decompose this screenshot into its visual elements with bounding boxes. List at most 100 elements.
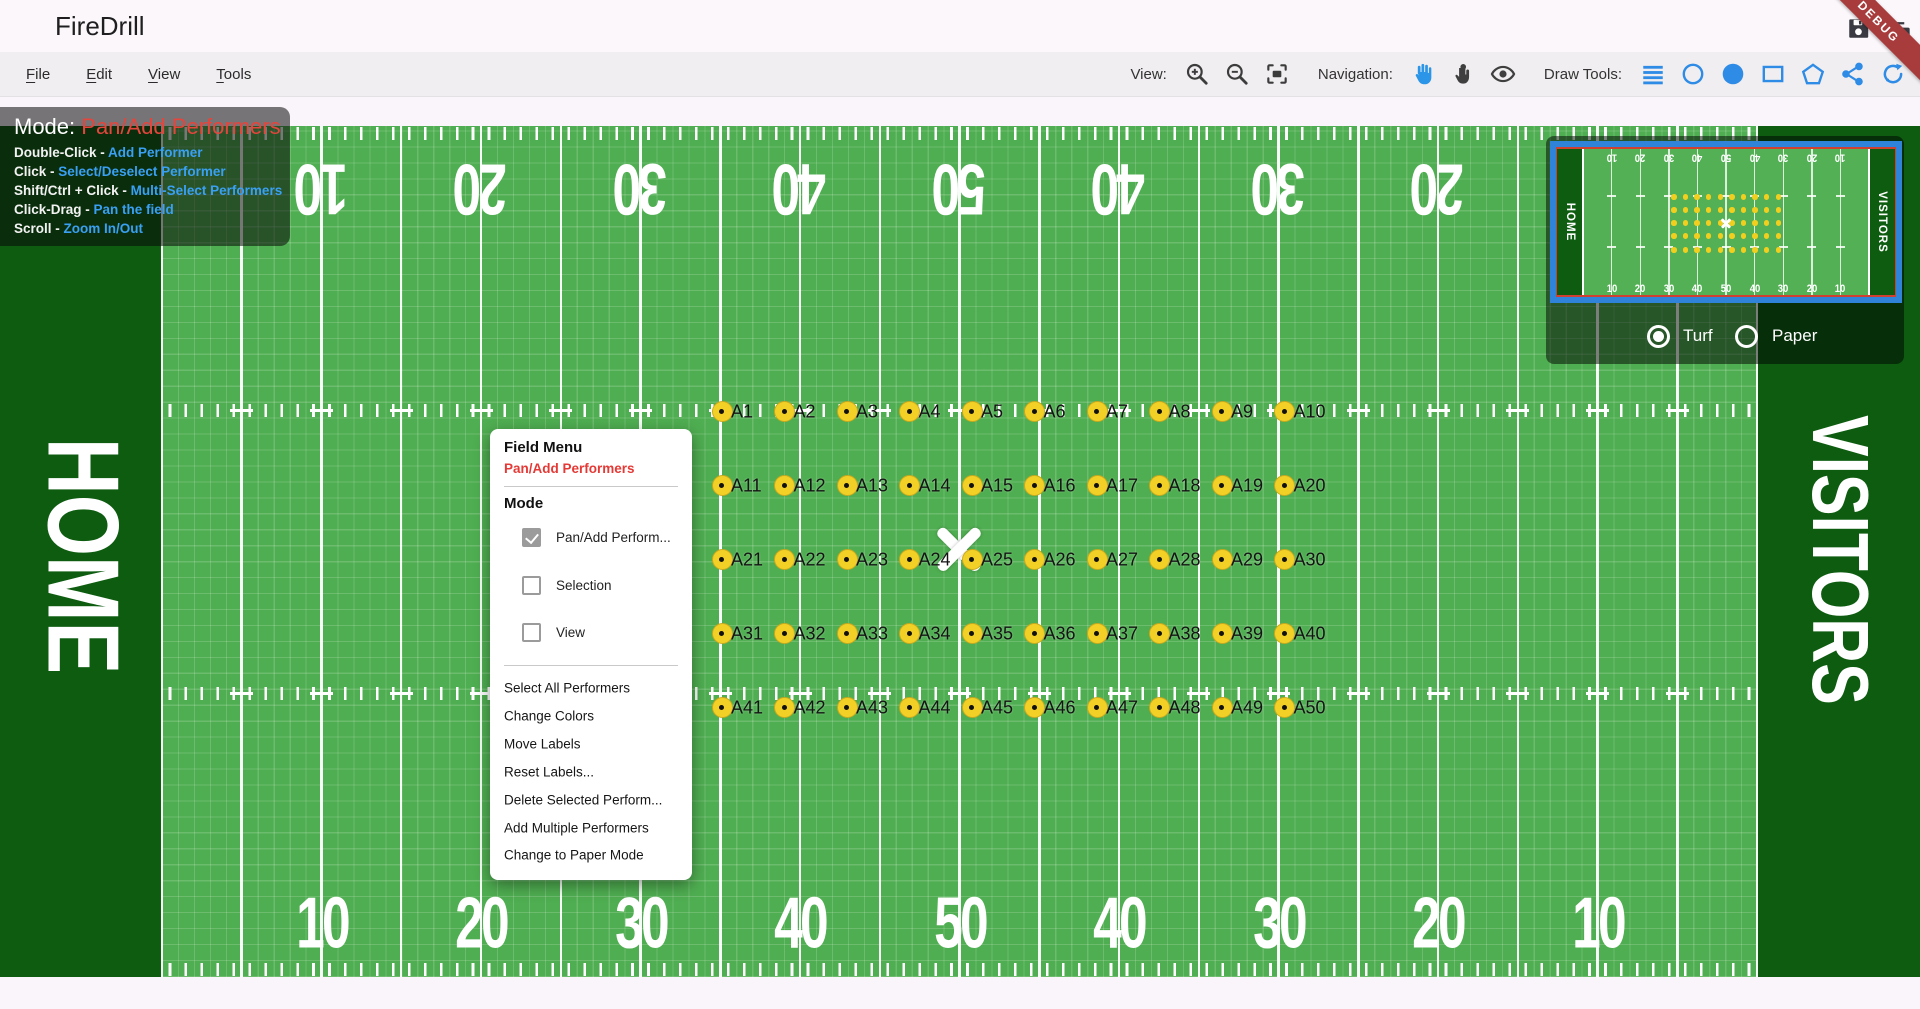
pan-hand-icon[interactable] xyxy=(1410,61,1437,88)
menu-action-delete-selected-perform[interactable]: Delete Selected Perform... xyxy=(504,792,663,808)
mode-checkbox-row[interactable]: View xyxy=(522,622,585,642)
performer-dot[interactable] xyxy=(711,401,733,422)
performer-dot[interactable] xyxy=(1211,623,1233,644)
menu-action-add-multiple-performers[interactable]: Add Multiple Performers xyxy=(504,820,649,835)
navigation-group-label: Navigation: xyxy=(1317,65,1393,83)
performer-dot[interactable] xyxy=(836,549,858,570)
performer-dot[interactable] xyxy=(1149,475,1170,496)
performer-dot[interactable] xyxy=(1086,401,1108,422)
performer-dot[interactable] xyxy=(961,697,983,718)
performer-dot[interactable] xyxy=(836,697,858,718)
performer-dot[interactable] xyxy=(1149,623,1170,644)
field-menu-popup: Field Menu Pan/Add Performers Mode Pan/A… xyxy=(490,429,692,880)
mode-value: Pan/Add Performers xyxy=(81,114,281,139)
performer-dot[interactable] xyxy=(1024,623,1045,644)
surface-radio-paper[interactable] xyxy=(1734,324,1758,348)
performer-dot[interactable] xyxy=(961,549,983,570)
performer-dot[interactable] xyxy=(899,475,920,496)
performer-dot[interactable] xyxy=(1024,697,1045,718)
performer-dot[interactable] xyxy=(961,623,983,644)
performer-dot[interactable] xyxy=(899,623,920,644)
checkbox-checked[interactable] xyxy=(522,527,541,547)
zoom-in-icon[interactable] xyxy=(1184,61,1211,88)
minimap-yard-number-top: 20 xyxy=(1634,150,1646,164)
performer-dot[interactable] xyxy=(836,475,858,496)
menu-action-reset-labels[interactable]: Reset Labels... xyxy=(504,764,595,780)
performer-dot[interactable] xyxy=(774,475,795,496)
performer-dot[interactable] xyxy=(1149,549,1170,570)
performer-dot[interactable] xyxy=(899,401,920,422)
performer-dot[interactable] xyxy=(1274,623,1295,644)
menu-action-move-labels[interactable]: Move Labels xyxy=(504,736,581,752)
performer-dot[interactable] xyxy=(1274,697,1295,718)
rectangle-tool-icon[interactable] xyxy=(1759,61,1786,88)
performer-dot[interactable] xyxy=(711,549,733,570)
performer-dot[interactable] xyxy=(1024,401,1045,422)
zoom-out-icon[interactable] xyxy=(1224,61,1251,88)
performer-dot[interactable] xyxy=(1274,401,1295,422)
menu-action-change-to-paper-mode[interactable]: Change to Paper Mode xyxy=(504,847,644,863)
rotate-tool-icon[interactable] xyxy=(1879,61,1906,88)
menu-tools[interactable]: Tools xyxy=(216,65,252,83)
performer-dot[interactable] xyxy=(1086,623,1108,644)
performer-dot[interactable] xyxy=(711,623,733,644)
hash-cross xyxy=(1506,692,1530,695)
performer-dot[interactable] xyxy=(1274,475,1295,496)
performer-dot[interactable] xyxy=(1086,697,1108,718)
performer-dot[interactable] xyxy=(711,475,733,496)
shortcut-line: Double-Click - Add Performer xyxy=(14,145,203,160)
checkbox-unchecked[interactable] xyxy=(522,575,541,595)
minimap-performer-dot xyxy=(1682,194,1689,200)
connect-tool-icon[interactable] xyxy=(1839,61,1866,88)
menu-file[interactable]: File xyxy=(26,65,51,83)
yard-number-top: 10 xyxy=(295,149,348,231)
menu-view[interactable]: View xyxy=(148,65,181,83)
performer-dot[interactable] xyxy=(961,401,983,422)
checkbox-unchecked[interactable] xyxy=(522,622,541,642)
fit-to-screen-icon[interactable] xyxy=(1264,61,1291,88)
mode-checkbox-row[interactable]: Selection xyxy=(522,575,612,595)
mode-help-overlay: Mode: Pan/Add Performers Double-Click - … xyxy=(0,107,290,246)
minimap-yard-number-bottom: 10 xyxy=(1835,282,1846,296)
surface-radio-turf[interactable] xyxy=(1646,324,1670,348)
visitors-endzone-label: VISITORS xyxy=(1795,415,1885,705)
minimap-performer-dot xyxy=(1775,220,1781,226)
hash-cross xyxy=(310,692,333,695)
performer-dot[interactable] xyxy=(1274,549,1295,570)
performer-dot[interactable] xyxy=(1211,549,1233,570)
view-eye-icon[interactable] xyxy=(1490,61,1517,88)
performer-label: A15 xyxy=(981,475,1014,495)
pentagon-tool-icon[interactable] xyxy=(1799,61,1826,88)
performer-dot[interactable] xyxy=(1149,697,1170,718)
performer-dot[interactable] xyxy=(1024,475,1045,496)
select-finger-icon[interactable] xyxy=(1450,61,1477,88)
performer-dot[interactable] xyxy=(1149,401,1170,422)
performer-dot[interactable] xyxy=(836,401,858,422)
performer-dot[interactable] xyxy=(1086,549,1108,570)
performer-dot[interactable] xyxy=(711,697,733,718)
performer-dot[interactable] xyxy=(774,623,795,644)
performer-dot[interactable] xyxy=(1211,697,1233,718)
performer-dot[interactable] xyxy=(774,401,795,422)
performer-dot[interactable] xyxy=(1086,475,1108,496)
lines-tool-icon[interactable] xyxy=(1639,61,1666,88)
mode-checkbox-label: Pan/Add Perform... xyxy=(556,529,671,545)
performer-dot[interactable] xyxy=(899,549,920,570)
performer-dot[interactable] xyxy=(774,697,795,718)
mode-checkbox-row[interactable]: Pan/Add Perform... xyxy=(522,527,671,547)
performer-dot[interactable] xyxy=(1211,401,1233,422)
performer-dot[interactable] xyxy=(774,549,795,570)
minimap-hash xyxy=(1635,246,1645,248)
performer-dot[interactable] xyxy=(1024,549,1045,570)
menu-action-change-colors[interactable]: Change Colors xyxy=(504,708,595,724)
circle-filled-tool-icon[interactable] xyxy=(1719,61,1746,88)
performer-label: A29 xyxy=(1231,549,1264,569)
menu-edit[interactable]: Edit xyxy=(86,65,113,83)
performer-dot[interactable] xyxy=(961,475,983,496)
menu-action-select-all-performers[interactable]: Select All Performers xyxy=(504,680,631,696)
performer-dot[interactable] xyxy=(899,697,920,718)
minimap-hash xyxy=(1635,195,1645,197)
circle-outline-tool-icon[interactable] xyxy=(1679,61,1706,88)
performer-dot[interactable] xyxy=(1211,475,1233,496)
performer-dot[interactable] xyxy=(836,623,858,644)
